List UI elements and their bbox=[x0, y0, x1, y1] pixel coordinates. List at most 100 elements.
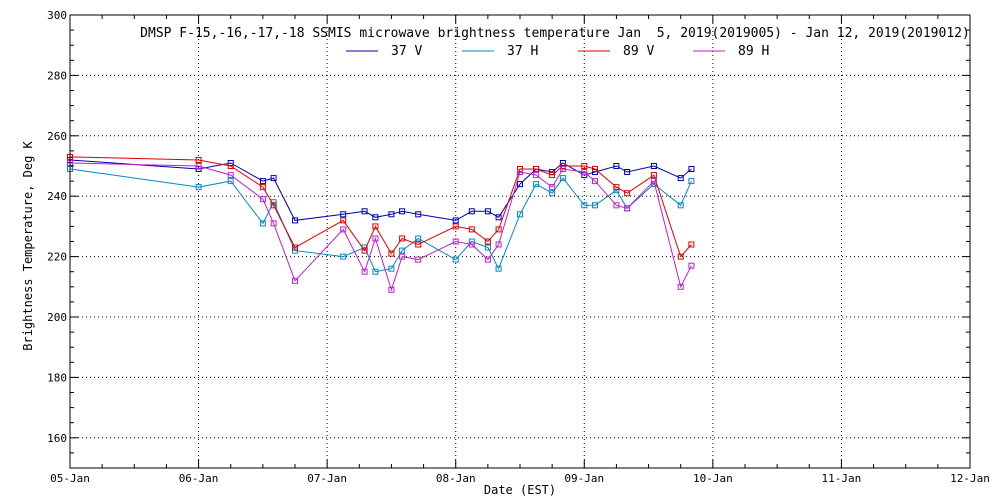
data-point bbox=[340, 211, 347, 218]
axis-ticks: 05-Jan 06-Jan 07-Jan 08-Jan 09-Jan 10-Jan 11-J… bbox=[47, 9, 990, 485]
data-point bbox=[517, 169, 523, 175]
data-point bbox=[259, 220, 266, 227]
data-point bbox=[292, 217, 298, 224]
data-point bbox=[484, 256, 491, 263]
data-point bbox=[195, 163, 202, 169]
data-point bbox=[468, 208, 475, 215]
legend: 37 V 37 H 89 V 89 H bbox=[346, 44, 769, 59]
data-point bbox=[259, 178, 266, 185]
series-line bbox=[69, 159, 692, 221]
x-axis-label: Date (EST) bbox=[484, 483, 556, 497]
data-point bbox=[227, 163, 234, 169]
data-point bbox=[484, 244, 491, 251]
data-point bbox=[677, 253, 684, 260]
data-point bbox=[468, 226, 475, 233]
data-point bbox=[517, 181, 523, 188]
data-point bbox=[415, 211, 422, 218]
data-point bbox=[452, 217, 459, 224]
y-tick-label: 300 bbox=[47, 9, 67, 22]
y-axis-label: Brightness Temperature, Deg K bbox=[21, 140, 35, 350]
series-89-h bbox=[67, 160, 695, 293]
data-point bbox=[533, 181, 540, 188]
data-point bbox=[495, 214, 502, 221]
x-tick-label: 12-Jan bbox=[950, 472, 990, 485]
x-tick-label: 08-Jan bbox=[436, 472, 476, 485]
data-point bbox=[388, 250, 395, 257]
data-point bbox=[688, 262, 695, 269]
data-point bbox=[227, 178, 234, 185]
y-tick-label: 160 bbox=[47, 432, 67, 445]
data-point bbox=[361, 208, 368, 215]
data-point bbox=[495, 241, 502, 248]
data-point bbox=[613, 187, 620, 194]
data-point bbox=[361, 268, 368, 275]
plot-background bbox=[70, 15, 970, 468]
data-point bbox=[484, 208, 491, 215]
data-point bbox=[399, 247, 406, 254]
series-89-v bbox=[67, 153, 695, 260]
data-point bbox=[592, 166, 598, 172]
data-point bbox=[688, 178, 695, 185]
x-tick-label: 07-Jan bbox=[307, 472, 347, 485]
data-point bbox=[292, 244, 298, 251]
data-point bbox=[624, 190, 631, 197]
x-tick-label: 11-Jan bbox=[822, 472, 862, 485]
data-point bbox=[613, 163, 620, 169]
data-point bbox=[292, 277, 298, 284]
data-point bbox=[613, 202, 620, 209]
data-point bbox=[688, 241, 695, 248]
data-point bbox=[388, 265, 395, 272]
data-point bbox=[517, 211, 523, 218]
data-point bbox=[495, 226, 502, 233]
data-point bbox=[549, 190, 556, 197]
y-tick-label: 220 bbox=[47, 251, 67, 264]
data-point bbox=[581, 163, 588, 169]
data-point bbox=[259, 196, 266, 203]
data-point bbox=[650, 172, 657, 179]
series-line bbox=[69, 162, 692, 292]
data-point bbox=[452, 238, 459, 245]
data-point bbox=[270, 220, 277, 227]
y-tick-label: 240 bbox=[47, 190, 67, 203]
legend-label: 89 H bbox=[738, 44, 769, 59]
data-point bbox=[399, 208, 406, 215]
data-point bbox=[592, 178, 598, 185]
data-point bbox=[533, 172, 540, 179]
data-point bbox=[650, 178, 657, 185]
data-point bbox=[452, 256, 459, 263]
data-point bbox=[372, 223, 379, 230]
legend-label: 89 V bbox=[623, 44, 654, 59]
data-point bbox=[399, 253, 406, 260]
data-point bbox=[270, 202, 277, 209]
data-point bbox=[581, 169, 588, 175]
data-point bbox=[533, 166, 540, 172]
data-point bbox=[195, 157, 202, 163]
legend-label: 37 H bbox=[507, 44, 538, 59]
data-point bbox=[388, 286, 395, 293]
data-point bbox=[361, 247, 368, 254]
data-point bbox=[270, 175, 277, 182]
data-point bbox=[340, 217, 347, 224]
data-point bbox=[227, 172, 234, 179]
y-tick-label: 180 bbox=[47, 371, 67, 384]
x-tick-label: 05-Jan bbox=[50, 472, 90, 485]
data-point bbox=[340, 253, 347, 260]
chart-title: DMSP F-15,-16,-17,-18 SSMIS microwave br… bbox=[140, 26, 970, 41]
data-point bbox=[415, 235, 422, 242]
series-line bbox=[69, 156, 692, 258]
data-point bbox=[677, 202, 684, 209]
data-point bbox=[415, 241, 422, 248]
x-tick-label: 06-Jan bbox=[179, 472, 219, 485]
data-point bbox=[677, 283, 684, 290]
series-layer bbox=[67, 153, 695, 293]
y-tick-label: 280 bbox=[47, 69, 67, 82]
x-tick-label: 10-Jan bbox=[693, 472, 733, 485]
data-point bbox=[495, 265, 502, 272]
x-tick-label: 09-Jan bbox=[564, 472, 604, 485]
data-point bbox=[415, 256, 422, 263]
data-point bbox=[613, 184, 620, 191]
data-point bbox=[399, 235, 406, 242]
data-point bbox=[452, 223, 459, 230]
data-point bbox=[195, 184, 202, 191]
